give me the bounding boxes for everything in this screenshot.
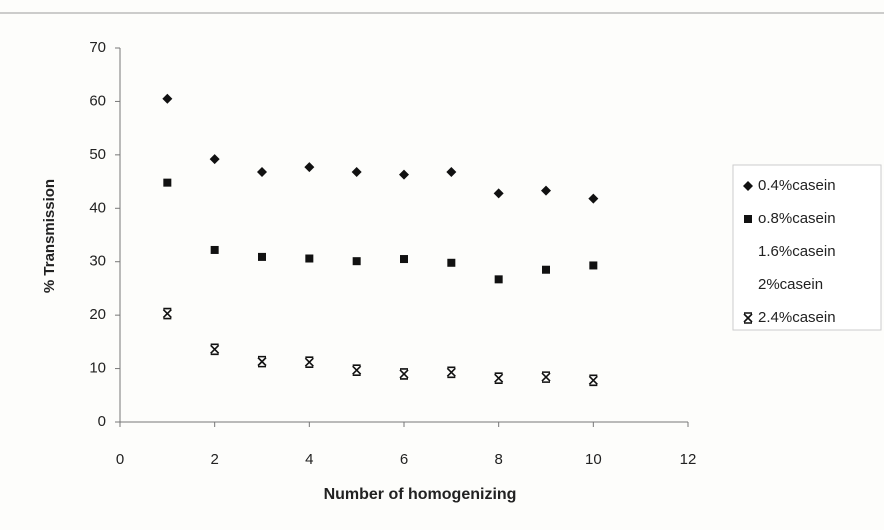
y-tick-label: 50: [89, 146, 106, 163]
y-tick-label: 70: [89, 39, 106, 56]
x-tick-label: 12: [680, 451, 697, 468]
data-point: [258, 253, 266, 261]
data-point: [305, 255, 313, 263]
data-point: [163, 179, 171, 187]
legend-label: 2%casein: [758, 276, 823, 293]
legend-label: 1.6%casein: [758, 243, 836, 260]
y-tick-label: 60: [89, 92, 106, 109]
y-tick-label: 40: [89, 199, 106, 216]
y-tick-label: 30: [89, 253, 106, 270]
data-point: [353, 257, 361, 265]
y-tick-label: 20: [89, 306, 106, 323]
data-point: [495, 275, 503, 283]
legend-marker: [744, 215, 752, 223]
data-point: [589, 261, 597, 269]
y-tick-label: 0: [98, 413, 106, 430]
legend-label: 2.4%casein: [758, 309, 836, 326]
data-point: [542, 266, 550, 274]
legend-label: o.8%casein: [758, 210, 836, 227]
data-point: [400, 255, 408, 263]
data-point: [211, 246, 219, 254]
chart: Number of homogenizing % Transmission 0 1…: [0, 0, 884, 530]
x-tick-label: 0: [116, 451, 124, 468]
y-tick-label: 10: [89, 360, 106, 377]
x-tick-label: 2: [210, 451, 218, 468]
x-axis-title: Number of homogenizing: [324, 486, 517, 503]
x-tick-label: 10: [585, 451, 602, 468]
x-tick-label: 6: [400, 451, 408, 468]
legend-label: 0.4%casein: [758, 177, 836, 194]
x-tick-label: 8: [494, 451, 502, 468]
x-tick-label: 4: [305, 451, 313, 468]
data-point: [447, 259, 455, 267]
y-axis-title: % Transmission: [41, 179, 58, 293]
